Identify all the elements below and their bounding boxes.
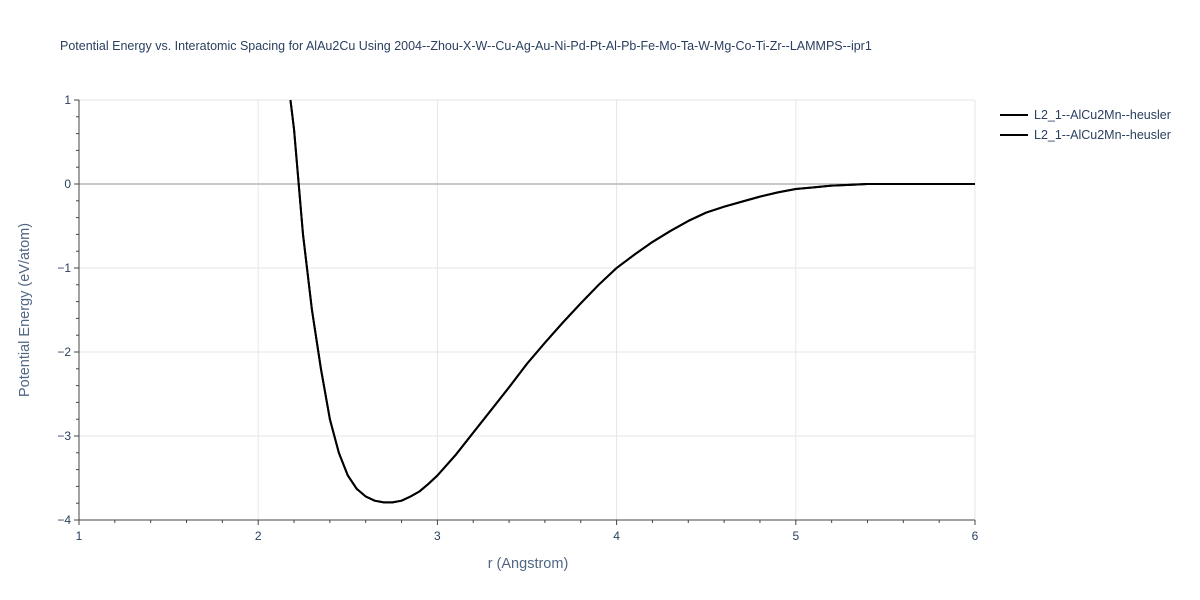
axes <box>74 99 976 525</box>
tick-labels: 1 2 3 4 5 6 1 0 −1 −2 −3 −4 <box>57 93 978 543</box>
y-axis-title: Potential Energy (eV/atom) <box>17 223 33 397</box>
chart-title: Potential Energy vs. Interatomic Spacing… <box>60 39 872 53</box>
y-tick-label: 0 <box>64 177 71 191</box>
legend[interactable]: L2_1--AlCu2Mn--heusler L2_1--AlCu2Mn--heu… <box>1000 108 1171 142</box>
y-tick-label: −2 <box>57 345 71 359</box>
x-tick-label: 3 <box>434 529 441 543</box>
x-tick-label: 2 <box>255 529 262 543</box>
x-tick-label: 1 <box>76 529 83 543</box>
series-layer <box>289 99 975 504</box>
x-tick-label: 5 <box>792 529 799 543</box>
x-tick-label: 6 <box>972 529 979 543</box>
grid <box>79 99 976 520</box>
series-line-1 <box>289 99 975 504</box>
y-tick-label: −1 <box>57 261 71 275</box>
y-tick-label: 1 <box>64 93 71 107</box>
y-tick-label: −4 <box>57 513 71 527</box>
x-axis-title: r (Angstrom) <box>488 556 569 572</box>
legend-label: L2_1--AlCu2Mn--heusler <box>1034 108 1171 122</box>
legend-label: L2_1--AlCu2Mn--heusler <box>1034 128 1171 142</box>
legend-item[interactable]: L2_1--AlCu2Mn--heusler <box>1000 128 1171 142</box>
legend-item[interactable]: L2_1--AlCu2Mn--heusler <box>1000 108 1171 122</box>
y-tick-label: −3 <box>57 429 71 443</box>
x-tick-label: 4 <box>613 529 620 543</box>
series-line-2 <box>289 99 975 504</box>
